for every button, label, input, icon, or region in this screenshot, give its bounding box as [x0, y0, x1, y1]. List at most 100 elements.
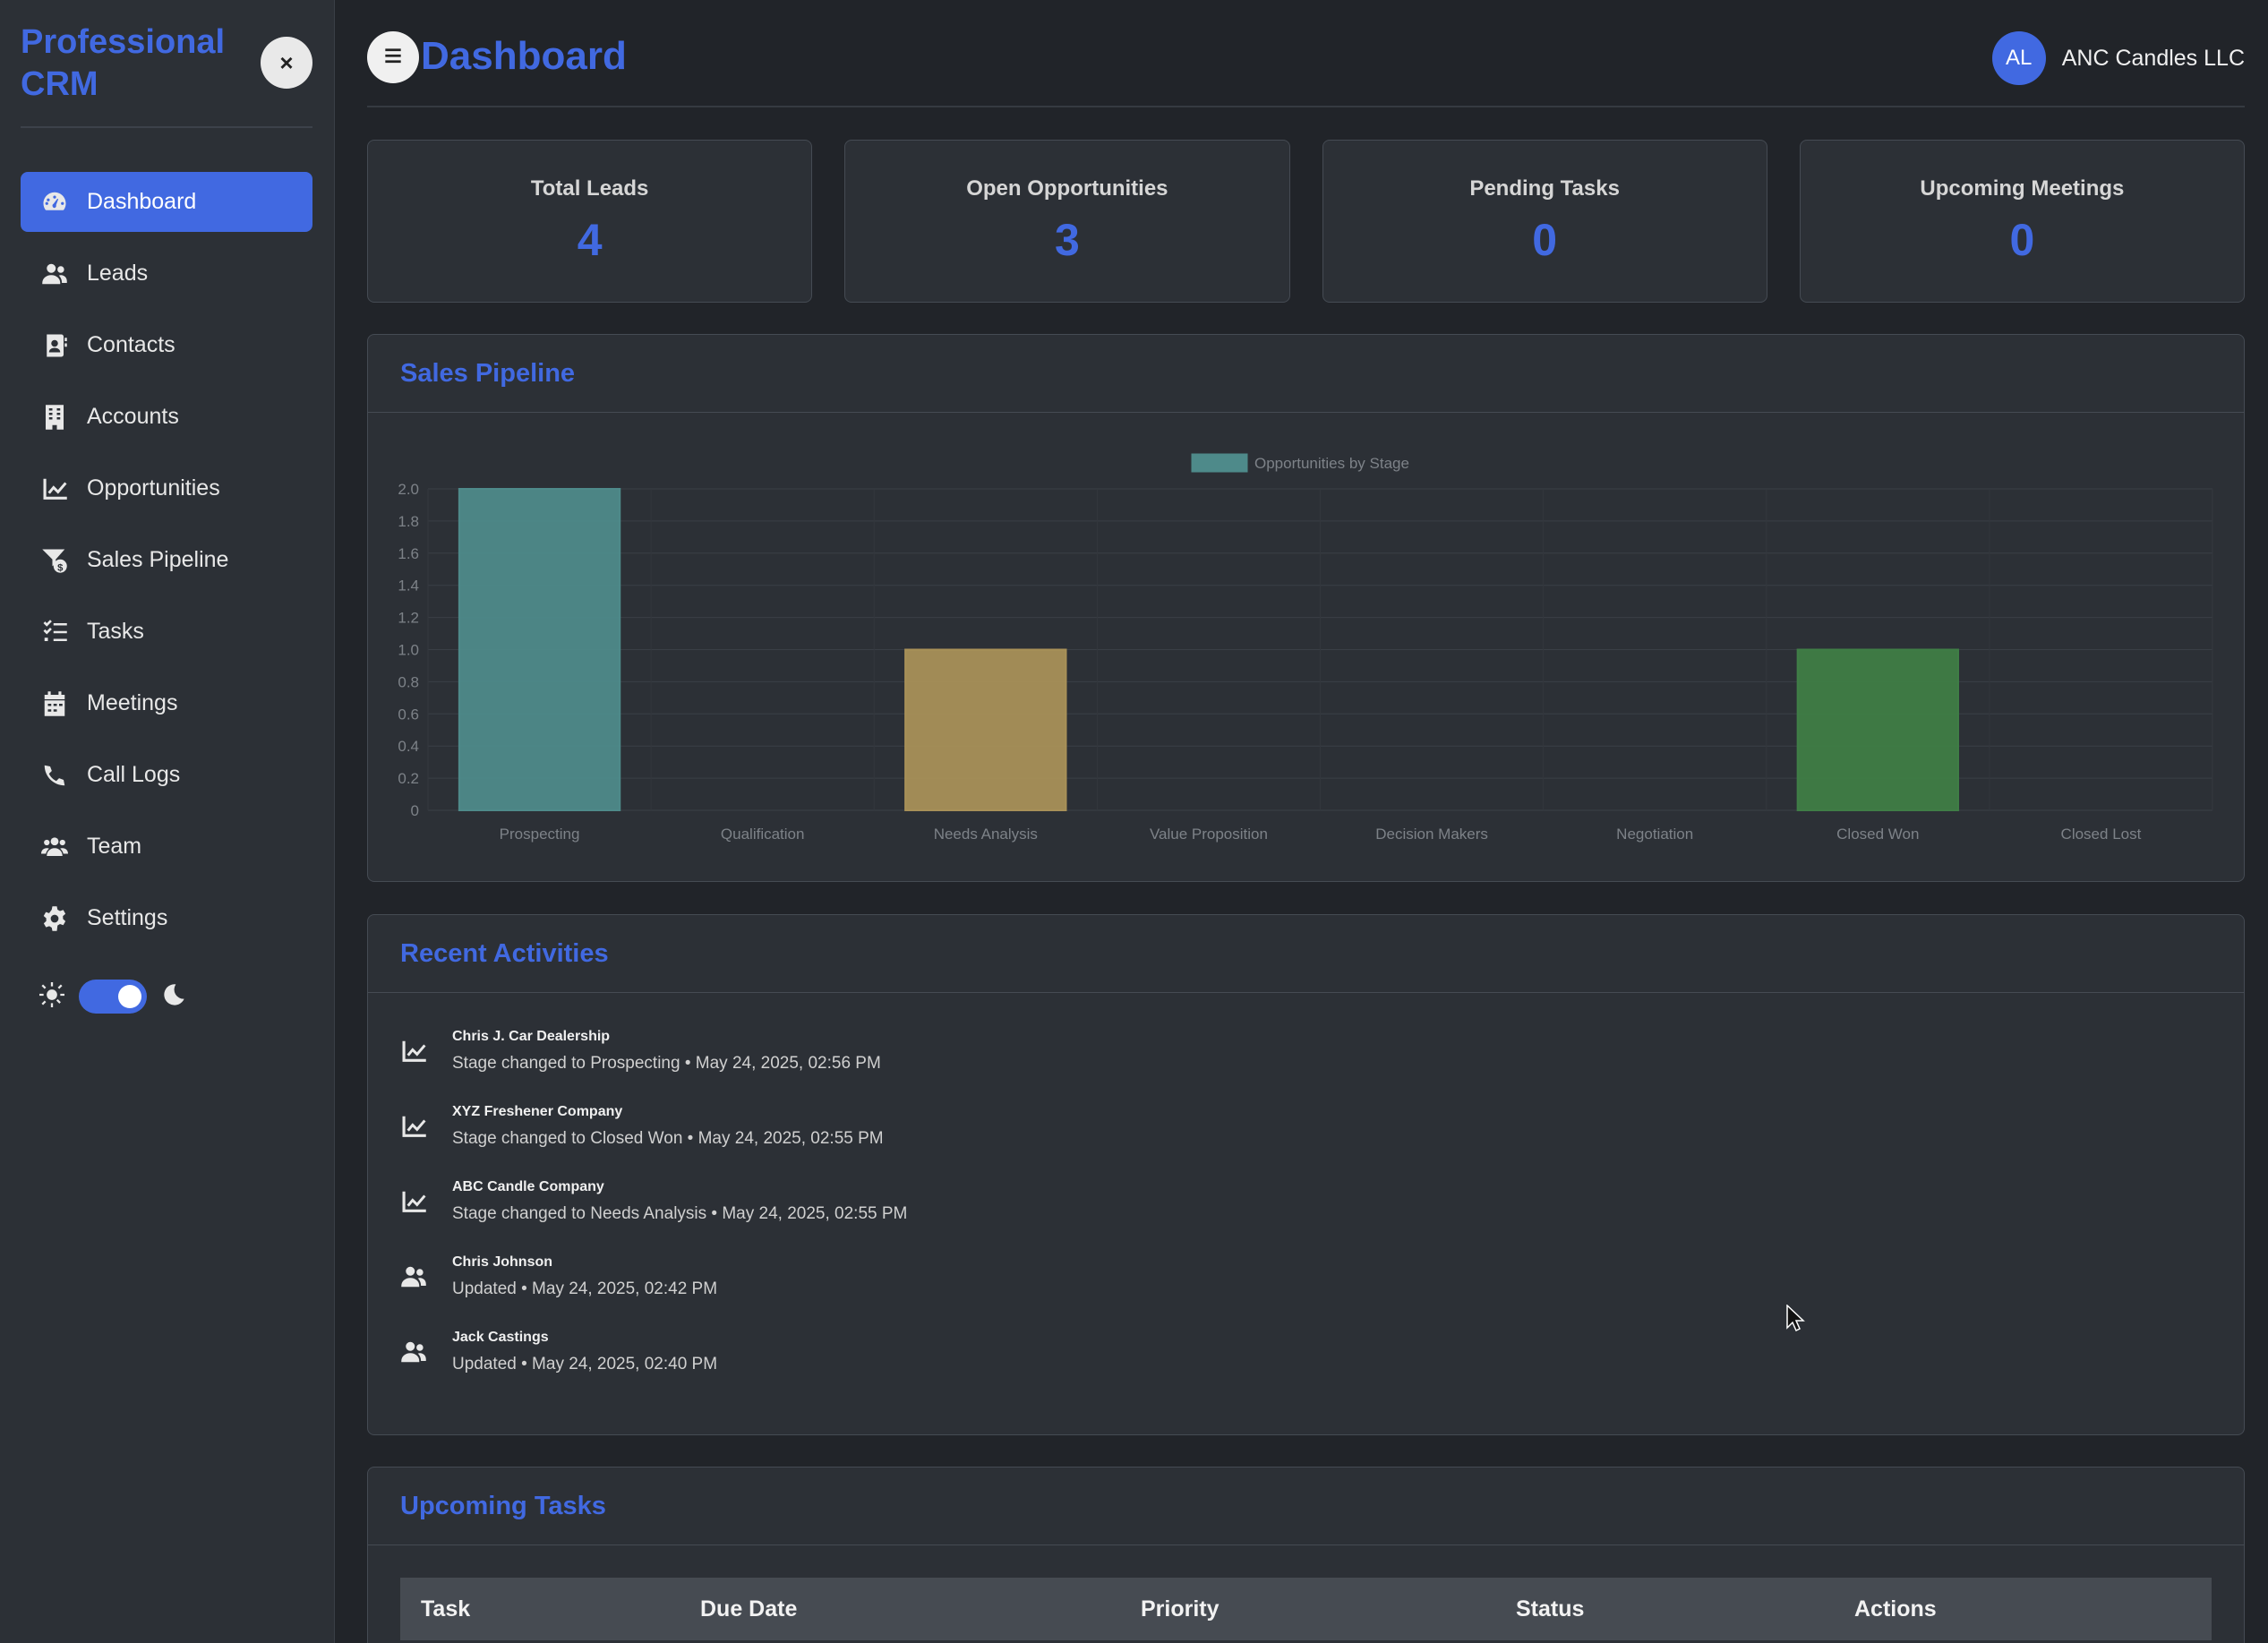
x-tick-label: Prospecting: [500, 826, 580, 843]
sidebar-item-meetings[interactable]: Meetings: [21, 673, 312, 733]
sidebar-item-dashboard[interactable]: Dashboard: [21, 172, 312, 232]
card-title: Recent Activities: [368, 915, 2244, 993]
sidebar-nav: Dashboard Leads Contacts Accounts Opport…: [21, 172, 312, 960]
y-tick-label: 1.4: [398, 578, 419, 595]
svg-text:$: $: [57, 562, 64, 573]
sidebar-item-tasks[interactable]: Tasks: [21, 602, 312, 662]
divider: [21, 126, 312, 128]
upcoming-tasks-card: Upcoming Tasks Task Due Date Priority St…: [367, 1467, 2245, 1643]
activity-title: Jack Castings: [452, 1330, 549, 1345]
recent-activities-card: Recent Activities Chris J. Car Dealershi…: [367, 914, 2245, 1435]
sidebar-item-label: Settings: [87, 905, 168, 930]
tasks-icon: [40, 618, 69, 646]
sales-pipeline-card: Sales Pipeline 0 0.2 0.4 0.6 0.8 1.0 1.2 1.4 1.6…: [367, 334, 2245, 882]
y-tick-label: 1.0: [398, 642, 419, 659]
activity-description: Stage changed to Needs Analysis • May 24…: [452, 1204, 908, 1223]
chart-line-icon: [400, 1113, 429, 1142]
contact-card-icon: [40, 331, 69, 360]
hamburger-icon: [381, 44, 405, 72]
sidebar-item-accounts[interactable]: Accounts: [21, 387, 312, 447]
gear-icon: [40, 904, 69, 933]
sidebar-item-label: Accounts: [87, 404, 179, 429]
stat-card-pending-tasks: Pending Tasks 0: [1322, 140, 1767, 303]
chart-line-icon: [400, 1188, 429, 1217]
y-tick-label: 0: [411, 802, 419, 819]
stat-card-total-leads: Total Leads 4: [367, 140, 813, 303]
sidebar-item-label: Call Logs: [87, 762, 181, 787]
team-icon: [40, 833, 69, 861]
chart-line-icon: [400, 1038, 429, 1066]
users-icon: [40, 260, 69, 288]
activity-description: Updated • May 24, 2025, 02:42 PM: [452, 1279, 718, 1298]
table-header: Task Due Date Priority Status Actions: [400, 1578, 2212, 1640]
dark-mode-toggle[interactable]: [79, 980, 147, 1014]
sales-pipeline-chart: 0 0.2 0.4 0.6 0.8 1.0 1.2 1.4 1.6 1.8 2.0 Prospecti…: [398, 453, 2213, 843]
stat-card-upcoming-meetings: Upcoming Meetings 0: [1799, 140, 2245, 303]
sidebar-item-leads[interactable]: Leads: [21, 244, 312, 304]
card-title: Upcoming Tasks: [368, 1468, 2244, 1545]
stat-value: 0: [2009, 215, 2035, 265]
x-tick-label: Needs Analysis: [934, 826, 1038, 843]
x-tick-label: Closed Won: [1836, 826, 1919, 843]
list-item: Jack Castings Updated • May 24, 2025, 02:…: [400, 1330, 2244, 1405]
legend-swatch: [1191, 453, 1248, 473]
column-header-actions: Actions: [1854, 1596, 1937, 1622]
page-title: Dashboard: [421, 34, 627, 78]
stat-value: 0: [1532, 215, 1558, 265]
y-tick-label: 2.0: [398, 481, 419, 498]
x-tick-label: Negotiation: [1616, 826, 1693, 843]
stat-card-open-opportunities: Open Opportunities 3: [844, 140, 1290, 303]
brand-title: Professional CRM: [21, 23, 226, 103]
stat-label: Total Leads: [530, 176, 649, 201]
sidebar-item-opportunities[interactable]: Opportunities: [21, 458, 312, 518]
sidebar-item-sales-pipeline[interactable]: $ Sales Pipeline: [21, 530, 312, 590]
stat-value: 3: [1054, 215, 1080, 265]
menu-toggle-button[interactable]: [367, 31, 419, 83]
sidebar-item-label: Contacts: [87, 332, 175, 357]
user-menu[interactable]: AL ANC Candles LLC: [1991, 31, 2245, 85]
x-tick-label: Value Proposition: [1150, 826, 1268, 843]
y-tick-label: 0.2: [398, 770, 419, 787]
column-header-status: Status: [1516, 1596, 1585, 1622]
moon-icon: [161, 982, 186, 1012]
users-icon: [400, 1339, 429, 1367]
stats-row: Total Leads 4 Open Opportunities 3 Pendi…: [367, 140, 2245, 303]
divider: [367, 106, 2245, 107]
chart-line-icon: [40, 475, 69, 503]
y-tick-label: 1.6: [398, 545, 419, 562]
sidebar-item-label: Sales Pipeline: [87, 547, 229, 572]
activity-title: ABC Candle Company: [452, 1179, 604, 1194]
sidebar-item-team[interactable]: Team: [21, 817, 312, 877]
sidebar-item-call-logs[interactable]: Call Logs: [21, 745, 312, 805]
activity-description: Stage changed to Prospecting • May 24, 2…: [452, 1054, 881, 1073]
list-item: XYZ Freshener Company Stage changed to Cl…: [400, 1104, 2244, 1179]
avatar[interactable]: AL: [1991, 31, 2046, 85]
x-tick-label: Decision Makers: [1375, 826, 1488, 843]
stat-label: Upcoming Meetings: [1920, 176, 2125, 201]
users-icon: [400, 1263, 429, 1292]
close-icon: ×: [279, 48, 294, 76]
bar: [904, 648, 1067, 811]
building-icon: [40, 403, 69, 432]
sidebar-item-settings[interactable]: Settings: [21, 888, 312, 948]
y-tick-label: 1.8: [398, 513, 419, 530]
activity-title: Chris J. Car Dealership: [452, 1029, 611, 1044]
activity-description: Updated • May 24, 2025, 02:40 PM: [452, 1355, 718, 1373]
sun-icon: [39, 981, 64, 1012]
sidebar-item-label: Leads: [87, 261, 149, 286]
stat-label: Pending Tasks: [1469, 176, 1620, 201]
list-item: Chris J. Car Dealership Stage changed to …: [400, 1029, 2244, 1104]
sidebar-item-contacts[interactable]: Contacts: [21, 315, 312, 375]
theme-switcher: [39, 980, 186, 1014]
stat-label: Open Opportunities: [966, 176, 1168, 201]
activity-list: Chris J. Car Dealership Stage changed to …: [368, 993, 2244, 1405]
sidebar-item-label: Opportunities: [87, 475, 220, 501]
sidebar-item-label: Meetings: [87, 690, 178, 715]
close-sidebar-button[interactable]: ×: [261, 37, 312, 89]
phone-icon: [40, 761, 69, 790]
bar: [1796, 648, 1959, 811]
y-tick-label: 1.2: [398, 610, 419, 627]
funnel-dollar-icon: $: [40, 546, 69, 575]
card-title: Sales Pipeline: [368, 335, 2244, 413]
column-header-task: Task: [421, 1596, 471, 1622]
